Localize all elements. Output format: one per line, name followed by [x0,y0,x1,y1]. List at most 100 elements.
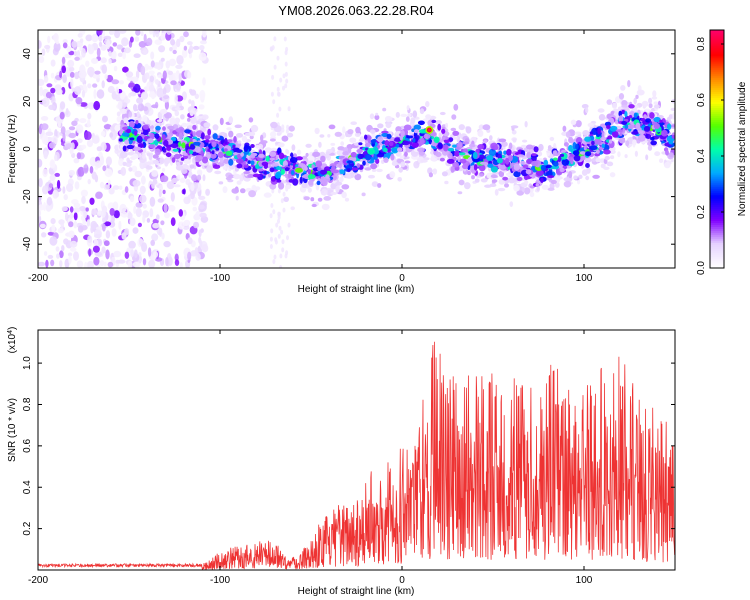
heatmap-cell [169,47,173,52]
snr-series-line [38,341,675,570]
x-tick-label: 0 [399,575,405,586]
heatmap-cell [511,130,517,135]
heatmap-cell [334,131,342,137]
heatmap-cell [653,101,658,105]
heatmap-cell [606,161,614,167]
heatmap-cell [652,90,657,98]
colorbar-step [710,95,724,99]
heatmap-cell [287,132,294,138]
heatmap-cell [301,182,308,189]
heatmap-cell [284,83,288,89]
heatmap-cell [204,135,211,140]
heatmap-cell [612,102,617,109]
colorbar-step [710,230,724,233]
heatmap-cell [149,84,155,92]
heatmap-cell [179,35,185,43]
heatmap-cell [148,259,156,268]
heatmap-cell [269,236,273,242]
heatmap-cell [119,91,127,100]
heatmap-cell [91,135,100,144]
heatmap-cell [595,149,600,154]
heatmap-cell [585,107,589,114]
snr-y-axis-label: SNR (10 * v/v) [7,398,18,462]
heatmap-cell [152,30,156,38]
heatmap-cell [381,130,389,134]
heatmap-cell [643,125,651,132]
heatmap-cell [129,120,135,128]
heatmap-cell [140,91,149,100]
heatmap-cell [441,171,448,177]
heatmap-cell [553,157,558,161]
heatmap-cell [103,184,110,190]
heatmap-cell [563,180,572,188]
colorbar-step [710,63,724,67]
heatmap-cell [41,134,49,145]
snr-y-scale-exponent: 4 [7,330,14,334]
colorbar-step [710,208,724,212]
heatmap-cell [486,155,494,161]
heatmap-cell [516,190,524,196]
heatmap-cell [278,106,282,112]
heatmap-cell [353,157,357,162]
heatmap-cell [462,163,469,170]
heatmap-cell [83,164,89,174]
heatmap-cell [516,176,523,182]
heatmap-cell [155,30,160,38]
heatmap-cell [103,240,110,247]
heatmap-cell [611,146,615,154]
heatmap-cell [609,125,618,132]
colorbar-step [710,143,724,146]
heatmap-cell [404,160,411,164]
heatmap-cell [338,160,343,169]
heatmap-cell [116,44,124,50]
heatmap-cell [136,135,143,144]
heatmap-cell [275,222,279,228]
heatmap-cell [234,167,239,172]
heatmap-cell [354,142,360,146]
heatmap-cell [280,168,285,175]
heatmap-cell [620,85,626,91]
heatmap-cell [307,174,316,180]
heatmap-cell [151,104,158,109]
heatmap-cell [581,169,588,176]
colorbar-step [710,226,724,229]
heatmap-cell [541,184,549,190]
heatmap-cell [146,152,151,157]
heatmap-cell [80,189,88,197]
heatmap-cell [295,156,303,161]
heatmap-cell [190,183,195,192]
heatmap-cell [489,135,493,141]
heatmap-cell [582,130,590,136]
heatmap-cell [62,39,68,44]
heatmap-cell [195,210,201,221]
heatmap-cell [70,247,77,252]
heatmap-cell [316,180,321,186]
heatmap-cell [219,144,223,149]
heatmap-cell [226,127,232,131]
colorbar-step [710,103,724,106]
heatmap-cell [638,130,645,135]
colorbar-step [710,202,724,206]
heatmap-cell [272,162,279,167]
heatmap-cell [87,102,96,110]
heatmap-cell [141,152,146,159]
heatmap-cell [166,30,172,35]
heatmap-cell [397,147,403,153]
heatmap-cell [43,150,48,160]
heatmap-cell [356,148,364,154]
heatmap-cell [202,77,206,86]
heatmap-cell [59,250,64,259]
heatmap-cell [471,175,475,180]
heatmap-cell [388,141,394,147]
heatmap-cell [194,93,199,100]
heatmap-cell [423,133,431,139]
y-tick-label: 0.4 [22,480,33,494]
heatmap-cell [166,128,170,134]
heatmap-cell [156,64,162,70]
heatmap-cell [137,143,145,149]
heatmap-cell [45,259,49,268]
heatmap-cell [508,142,513,150]
heatmap-cell [525,169,532,175]
heatmap-cell [126,144,135,150]
heatmap-cell [561,158,570,166]
